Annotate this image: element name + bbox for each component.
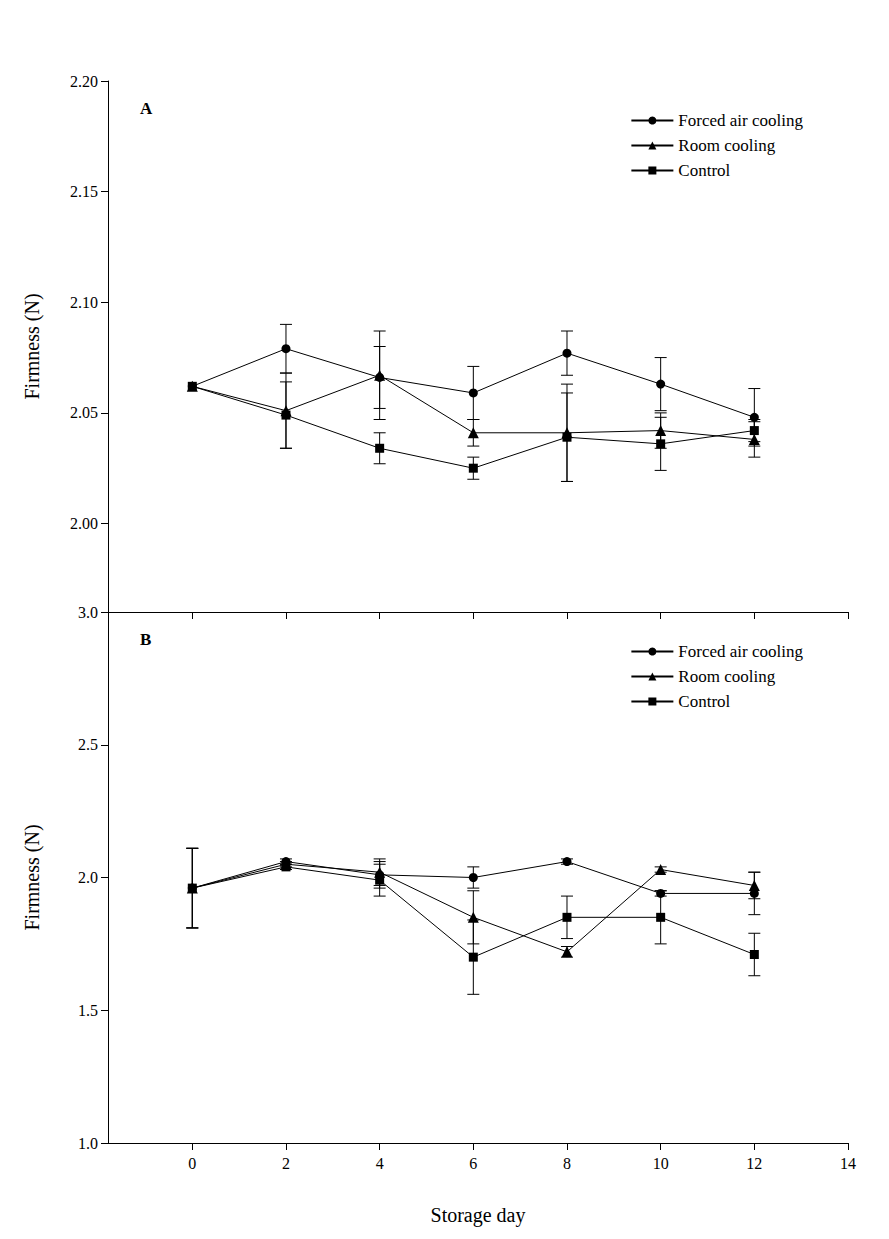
svg-text:0: 0 bbox=[188, 1155, 196, 1172]
svg-text:2.00: 2.00 bbox=[70, 515, 98, 532]
svg-text:Firmness (N): Firmness (N) bbox=[21, 293, 44, 399]
svg-text:2.20: 2.20 bbox=[70, 73, 98, 90]
svg-text:Control: Control bbox=[678, 161, 730, 180]
svg-text:Room cooling: Room cooling bbox=[678, 136, 775, 155]
svg-text:Firmness (N): Firmness (N) bbox=[21, 824, 44, 930]
svg-text:2.0: 2.0 bbox=[78, 869, 98, 886]
svg-text:4: 4 bbox=[376, 1155, 384, 1172]
svg-text:A: A bbox=[140, 99, 153, 118]
svg-text:2.15: 2.15 bbox=[70, 183, 98, 200]
svg-text:14: 14 bbox=[840, 1155, 856, 1172]
svg-text:1.5: 1.5 bbox=[78, 1002, 98, 1019]
svg-text:Forced air cooling: Forced air cooling bbox=[678, 111, 803, 130]
svg-text:2.5: 2.5 bbox=[78, 736, 98, 753]
svg-text:Forced air cooling: Forced air cooling bbox=[678, 642, 803, 661]
svg-text:8: 8 bbox=[563, 1155, 571, 1172]
svg-text:2.05: 2.05 bbox=[70, 404, 98, 421]
svg-text:B: B bbox=[140, 630, 151, 649]
svg-text:Control: Control bbox=[678, 692, 730, 711]
svg-text:12: 12 bbox=[746, 1155, 762, 1172]
svg-text:6: 6 bbox=[469, 1155, 477, 1172]
svg-text:Storage day: Storage day bbox=[431, 1204, 526, 1227]
svg-text:Room cooling: Room cooling bbox=[678, 667, 775, 686]
svg-text:2.10: 2.10 bbox=[70, 294, 98, 311]
svg-text:1.0: 1.0 bbox=[78, 1135, 98, 1152]
svg-text:2: 2 bbox=[282, 1155, 290, 1172]
svg-text:3.0: 3.0 bbox=[78, 604, 98, 621]
svg-text:10: 10 bbox=[653, 1155, 669, 1172]
